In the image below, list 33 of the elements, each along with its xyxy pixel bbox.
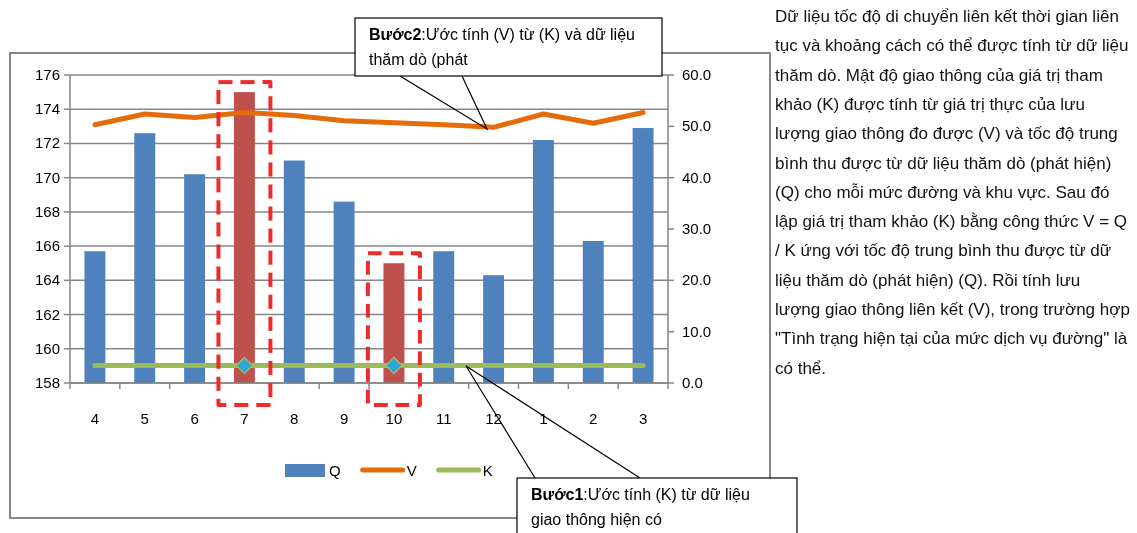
y-tick-label: 170 — [34, 168, 60, 186]
x-tick-label: 7 — [240, 410, 249, 427]
x-tick-label: 10 — [385, 410, 403, 427]
x-tick-label: 8 — [290, 410, 299, 427]
y-tick-label: 162 — [34, 305, 60, 323]
text: Dữ liệu tốc độ di chuyển liên kết thời gian liên tục và khoảng cách có thể được tính từ dữ liệu thăm dò. Mật độ giao thông của giá trị tham khảo (K) được tính từ giá trị thực của lưu lượng giao thông đo được (V) và tốc độ trung bình thu được từ dữ liệu thăm dò (phát hiện) (Q) cho mỗi mức đường và khu vực. Sau đó lập giá trị tham khảo (K) bằng công thức V = Q / K ứng với tốc độ trung bình thu được từ dữ liệu thăm dò (phát hiện) (Q). Rồi tính lưu lượng giao thông liên kết (V), trong trường hợp "Tình trạng hiện tại của mức dịch vụ đường" là có thể. — [775, 7, 1130, 378]
y-tick-label: 158 — [34, 374, 60, 391]
y-tick-label: 172 — [34, 134, 60, 152]
y-tick-label: 168 — [34, 202, 60, 220]
x-tick-label: 11 — [435, 410, 452, 427]
y-tick-label: 164 — [34, 271, 60, 289]
legend-label: V — [406, 462, 417, 479]
y2-tick-label: 40.0 — [682, 168, 712, 186]
x-tick-label: 9 — [339, 410, 349, 427]
text: Bước1:Ước tính (K) từ dữ liệu giao thông hiện có — [531, 486, 750, 528]
y-tick-label: 166 — [34, 237, 60, 255]
y2-tick-label: 10.0 — [682, 322, 712, 340]
x-tick-label: 6 — [190, 410, 199, 427]
x-tick-label: 2 — [589, 410, 598, 427]
x-tick-label: 5 — [140, 410, 149, 427]
legend-label: Q — [329, 462, 341, 479]
legend-label: K — [482, 462, 493, 479]
text: Bước2:Ước tính (V) từ (K) và dữ liệu thăm dò (phát — [369, 26, 635, 68]
y-tick-label: 176 — [34, 66, 60, 83]
y2-tick-label: 0.0 — [682, 374, 703, 391]
x-tick-label: 4 — [90, 410, 100, 427]
y2-tick-label: 20.0 — [682, 271, 712, 289]
y2-tick-label: 30.0 — [682, 220, 712, 237]
y-tick-label: 174 — [34, 100, 60, 118]
x-tick-label: 3 — [638, 410, 648, 427]
y-tick-label: 160 — [34, 339, 60, 357]
y2-tick-label: 60.0 — [682, 66, 712, 83]
y2-tick-label: 50.0 — [682, 117, 712, 135]
